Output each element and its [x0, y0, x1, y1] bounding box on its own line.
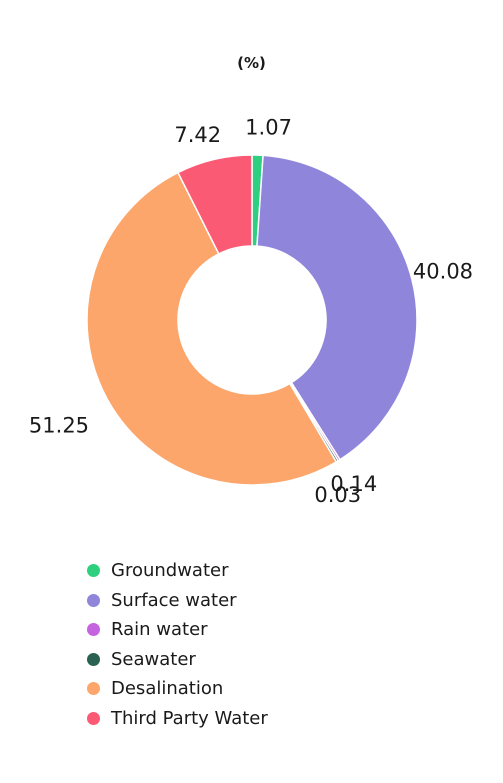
legend-item-seawater: Seawater	[87, 645, 268, 675]
legend-label: Groundwater	[111, 560, 229, 582]
slice-surface-water	[256, 154, 418, 461]
legend-swatch-icon	[87, 564, 100, 578]
slice-third-party-water	[176, 154, 253, 255]
data-label-seawater: 0.03	[314, 483, 361, 507]
data-label-groundwater: 1.07	[245, 116, 292, 140]
legend-item-desalination: Desalination	[87, 674, 268, 704]
legend-item-third-party-water: Third Party Water	[87, 704, 268, 734]
legend: Groundwater Surface water Rain water Seawat…	[87, 556, 268, 733]
data-label-rain-water: 0.14	[330, 472, 377, 496]
legend-swatch-icon	[87, 623, 100, 637]
legend-item-surface-water: Surface water	[87, 586, 268, 616]
legend-label: Seawater	[111, 648, 196, 670]
legend-label: Desalination	[111, 678, 224, 700]
legend-item-rain-water: Rain water	[87, 615, 268, 645]
legend-swatch-icon	[87, 682, 100, 696]
donut-slices	[86, 154, 418, 486]
chart-title: (%)	[237, 54, 266, 72]
data-label-surface-water: 40.08	[413, 260, 473, 284]
slice-desalination	[86, 171, 338, 486]
legend-swatch-icon	[87, 711, 100, 725]
legend-label: Surface water	[111, 589, 237, 611]
data-label-third-party-water: 7.42	[174, 123, 221, 147]
legend-swatch-icon	[87, 652, 100, 666]
data-label-desalination: 51.25	[29, 414, 89, 438]
legend-item-groundwater: Groundwater	[87, 556, 268, 586]
data-labels: 1.07 40.08 0.140.03 51.25 7.42	[29, 116, 473, 507]
legend-label: Rain water	[111, 619, 208, 641]
legend-label: Third Party Water	[111, 707, 268, 729]
legend-swatch-icon	[87, 593, 100, 607]
